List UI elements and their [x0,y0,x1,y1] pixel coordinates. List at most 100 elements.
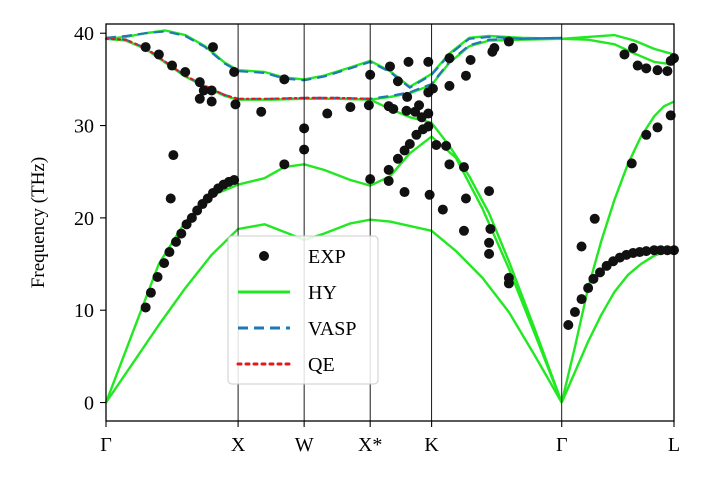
exp-point [383,164,394,175]
exp-point [145,287,156,298]
exp-point [194,77,205,88]
x-tick-label: W [295,434,314,456]
exp-point [569,307,580,318]
exp-point [485,223,496,234]
exp-point [563,319,574,330]
exp-point [619,49,630,60]
exp-point [322,108,333,119]
y-tick-label: 10 [74,300,94,322]
exp-point [345,102,356,113]
exp-point [392,76,403,87]
exp-point [484,186,495,197]
exp-point [583,283,594,294]
exp-point [140,42,151,53]
exp-point [279,74,290,85]
hy-branch-line [561,37,675,66]
legend-box [227,235,379,385]
x-tick-label: L [668,434,680,456]
exp-point [140,302,151,313]
vasp-branch-line [105,30,562,89]
exp-point [363,100,374,111]
exp-point [427,83,438,94]
exp-point [153,49,164,60]
exp-point [576,241,587,252]
exp-point [589,213,600,224]
exp-point [588,273,599,284]
exp-point [399,187,410,198]
exp-point [198,85,209,96]
exp-point [576,294,587,305]
x-tick-label: Γ [100,434,112,456]
legend-label: QE [308,354,335,376]
exp-point [165,193,176,204]
x-tick-label: K [424,434,439,456]
exp-point [662,66,673,77]
exp-point [423,121,434,132]
exp-point [167,60,178,71]
exp-point [404,139,415,150]
y-tick-label: 40 [74,23,94,45]
exp-point [465,55,476,66]
y-tick-label: 0 [84,393,94,415]
plot-frame [105,23,675,422]
y-axis-label: Frequency (THz) [28,157,49,288]
hy-branch-line [369,98,563,403]
exp-point [632,60,643,71]
exp-point [229,175,240,186]
exp-point [256,106,267,117]
legend-label: HY [308,282,337,304]
legend-label: EXP [308,246,346,268]
exp-point [460,193,471,204]
exp-point [444,53,455,64]
x-tick-label: X [231,434,246,456]
exp-point [180,67,191,78]
exp-point [431,139,442,150]
exp-point [171,236,182,247]
exp-point [437,204,448,215]
legend: EXP HY VASP QE [227,235,379,385]
exp-point [641,246,652,257]
exp-point [385,61,395,72]
x-tick-label: X* [358,434,382,456]
exp-point [484,248,495,259]
y-tick-labels: 0 10 20 30 40 [74,23,106,415]
exp-point [383,175,394,186]
exp-point [388,103,399,114]
hy-branch-line [105,218,563,404]
exp-point [229,67,240,78]
exp-point [164,247,175,258]
exp-point [444,80,455,91]
x-tick-label: Γ [556,434,568,456]
exp-point [206,85,217,96]
exp-point [176,228,187,239]
exp-point [652,122,663,133]
exp-point [168,150,179,161]
exp-point [628,43,639,54]
exp-point [230,99,241,110]
exp-point [458,225,469,236]
exp-point [401,105,412,116]
legend-marker-exp [259,251,269,261]
exp-point [424,189,435,200]
y-tick-label: 30 [74,116,94,138]
y-tick-label: 20 [74,208,94,230]
exp-point [503,36,514,47]
exp-point [444,159,455,170]
exp-point [206,96,217,107]
hy-branch-line [561,33,675,56]
exp-point [460,70,471,81]
exp-point [423,108,434,119]
exp-point [595,267,606,278]
exp-point [411,129,422,140]
exp-point [423,56,434,67]
exp-point [441,140,452,151]
exp-point [626,158,637,169]
exp-point [652,65,663,76]
exp-point [403,56,414,67]
exp-point [152,271,163,282]
exp-point [489,43,500,54]
exp-point [159,258,170,269]
exp-point [641,129,652,140]
exp-point [194,93,205,104]
